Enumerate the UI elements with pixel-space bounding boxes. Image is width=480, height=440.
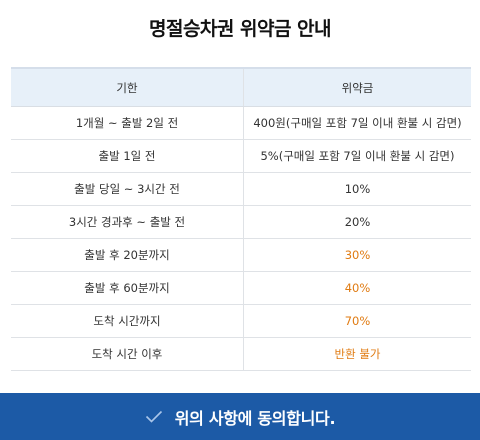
period-cell: 도착 시간까지 bbox=[11, 304, 244, 338]
column-header-period: 기한 bbox=[11, 67, 244, 107]
period-cell: 1개월 ~ 출발 2일 전 bbox=[11, 106, 244, 140]
period-cell: 3시간 경과후 ~ 출발 전 bbox=[11, 205, 244, 239]
period-cell: 출발 후 20분까지 bbox=[11, 238, 244, 272]
agree-button[interactable]: 위의 사항에 동의합니다. bbox=[0, 393, 480, 440]
column-header-fee: 위약금 bbox=[243, 67, 471, 107]
table-row: 출발 1일 전 5%(구매일 포함 7일 이내 환불 시 감면) bbox=[11, 139, 471, 173]
period-cell: 출발 1일 전 bbox=[11, 139, 244, 173]
table-row: 3시간 경과후 ~ 출발 전 20% bbox=[11, 205, 471, 239]
table-row: 출발 당일 ~ 3시간 전 10% bbox=[11, 172, 471, 206]
penalty-table: 기한 위약금 1개월 ~ 출발 2일 전 400원(구매일 포함 7일 이내 환… bbox=[11, 67, 471, 371]
table-row: 도착 시간 이후 반환 불가 bbox=[11, 337, 471, 371]
fee-cell: 30% bbox=[243, 238, 471, 272]
table-row: 출발 후 20분까지 30% bbox=[11, 238, 471, 272]
fee-cell: 반환 불가 bbox=[243, 337, 471, 371]
fee-cell: 40% bbox=[243, 271, 471, 305]
table-header-row: 기한 위약금 bbox=[11, 67, 471, 107]
check-icon bbox=[145, 410, 163, 424]
fee-cell: 10% bbox=[243, 172, 471, 206]
agree-button-label: 위의 사항에 동의합니다. bbox=[174, 408, 336, 428]
table-row: 출발 후 60분까지 40% bbox=[11, 271, 471, 305]
page-title: 명절승차권 위약금 안내 bbox=[148, 18, 332, 40]
period-cell: 도착 시간 이후 bbox=[11, 337, 244, 371]
period-cell: 출발 당일 ~ 3시간 전 bbox=[11, 172, 244, 206]
table-row: 도착 시간까지 70% bbox=[11, 304, 471, 338]
fee-cell: 20% bbox=[243, 205, 471, 239]
fee-cell: 5%(구매일 포함 7일 이내 환불 시 감면) bbox=[243, 139, 471, 173]
fee-cell: 400원(구매일 포함 7일 이내 환불 시 감면) bbox=[243, 106, 471, 140]
period-cell: 출발 후 60분까지 bbox=[11, 271, 244, 305]
fee-cell: 70% bbox=[243, 304, 471, 338]
table-row: 1개월 ~ 출발 2일 전 400원(구매일 포함 7일 이내 환불 시 감면) bbox=[11, 106, 471, 140]
